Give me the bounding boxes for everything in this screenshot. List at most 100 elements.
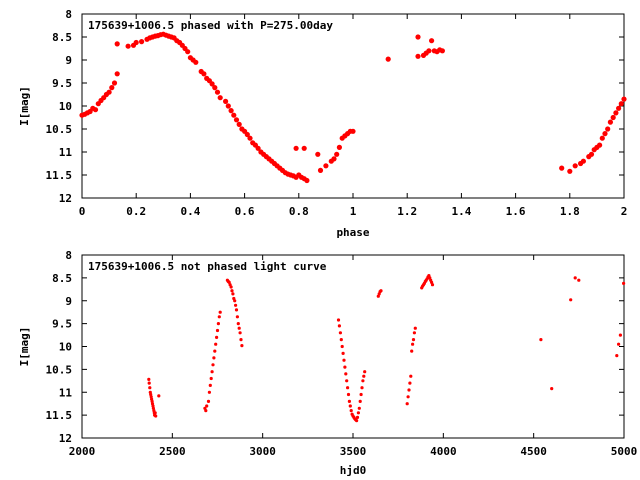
chart1-data-point bbox=[244, 131, 250, 138]
chart2-data-point bbox=[208, 383, 212, 387]
chart1-data-point bbox=[233, 117, 240, 123]
chart1-data-point bbox=[602, 131, 608, 137]
chart1-y-tick-label: 10 bbox=[59, 100, 72, 113]
chart2-y-tick-label: 10 bbox=[59, 341, 72, 354]
chart1-data-point bbox=[350, 128, 356, 134]
chart1-x-tick-label: 0.8 bbox=[289, 205, 309, 218]
chart2-data-point bbox=[240, 344, 244, 348]
chart2-data-point bbox=[349, 409, 353, 413]
chart1-data-point bbox=[323, 163, 329, 169]
chart2-data-point bbox=[229, 285, 233, 289]
chart2-data-point bbox=[622, 281, 626, 285]
chart2-data-point bbox=[346, 386, 350, 390]
chart1-x-axis-label: phase bbox=[336, 226, 369, 239]
chart2-data-point bbox=[617, 342, 621, 346]
chart1-data-point bbox=[228, 108, 234, 114]
chart2-data-point bbox=[343, 365, 347, 369]
chart2-data-point bbox=[345, 379, 349, 383]
chart1-data-point bbox=[336, 144, 342, 150]
chart1-y-tick-label: 11.5 bbox=[46, 169, 73, 182]
chart2-data-point bbox=[363, 370, 367, 374]
chart1-data-point bbox=[301, 145, 307, 151]
chart1-data-point bbox=[201, 71, 207, 77]
chart1-data-point bbox=[92, 107, 99, 113]
chart1-y-tick-label: 9 bbox=[65, 54, 72, 67]
chart2-data-point bbox=[209, 376, 213, 381]
chart2-data-point bbox=[539, 338, 543, 342]
chart2-title: 175639+1006.5 not phased light curve bbox=[88, 260, 327, 273]
chart2-data-point bbox=[408, 381, 412, 385]
chart1-y-tick-label: 10.5 bbox=[46, 123, 73, 136]
chart2-data-point bbox=[336, 318, 341, 322]
chart2-data-point bbox=[230, 289, 234, 293]
chart2-x-axis-label: hjd0 bbox=[340, 464, 367, 477]
chart2-data-point bbox=[361, 379, 365, 383]
chart1-data-point bbox=[225, 103, 231, 109]
chart1-data-point bbox=[572, 163, 578, 169]
chart2-data-point bbox=[344, 372, 348, 376]
chart1-y-tick-label: 9.5 bbox=[52, 77, 72, 90]
chart2-data-point bbox=[362, 374, 366, 378]
chart2-data-point bbox=[236, 322, 240, 326]
chart2-data-point bbox=[211, 363, 215, 367]
chart2-data-point bbox=[239, 338, 243, 342]
chart2-data-point bbox=[215, 335, 219, 339]
chart2-data-point bbox=[407, 388, 411, 392]
chart2-data-point bbox=[359, 392, 363, 397]
chart2-data-point bbox=[147, 377, 151, 381]
chart1-data-point bbox=[125, 43, 131, 49]
chart2-data-point bbox=[411, 338, 416, 342]
chart1-data-point bbox=[293, 145, 299, 151]
chart1-x-tick-label: 0.2 bbox=[126, 205, 146, 218]
chart2-data-point bbox=[346, 392, 351, 397]
chart1-x-tick-label: 0.6 bbox=[235, 205, 255, 218]
chart2-data-point bbox=[218, 310, 222, 314]
chart1-data-point bbox=[415, 34, 421, 40]
chart2-y-tick-label: 12 bbox=[59, 432, 72, 445]
chart2-data-point bbox=[577, 278, 581, 282]
chart1-data-point bbox=[439, 48, 445, 54]
chart1-y-tick-label: 8 bbox=[65, 8, 72, 21]
chart2-x-tick-label: 4000 bbox=[430, 445, 457, 458]
chart2-data-point bbox=[340, 344, 344, 349]
chart1-data-point bbox=[331, 156, 337, 162]
chart2-data-point bbox=[338, 331, 342, 335]
chart2-data-point bbox=[212, 356, 216, 360]
chart2-data-point bbox=[355, 419, 359, 423]
chart1-data-point bbox=[111, 80, 118, 86]
chart2-data-point bbox=[213, 349, 217, 353]
chart1-data-point bbox=[610, 114, 616, 121]
chart2-data-point bbox=[210, 370, 214, 374]
chart2-data-point bbox=[238, 331, 242, 335]
chart2-data-point bbox=[153, 411, 157, 415]
chart2-y-axis-label: I[mag] bbox=[18, 327, 31, 367]
chart2-y-tick-label: 8.5 bbox=[52, 272, 72, 285]
chart2-data-point bbox=[358, 399, 362, 403]
chart2-data-point bbox=[379, 289, 383, 293]
chart2-data-point bbox=[406, 395, 410, 399]
chart2-data-point bbox=[205, 404, 209, 408]
chart1-x-tick-label: 1 bbox=[350, 205, 357, 218]
chart2-data-point bbox=[357, 406, 361, 410]
chart2-x-tick-label: 4500 bbox=[520, 445, 547, 458]
chart1-data-point bbox=[209, 81, 215, 87]
chart1-data-point bbox=[114, 71, 120, 77]
chart1-data-point bbox=[217, 95, 223, 101]
chart1-data-point bbox=[223, 98, 229, 104]
chart1-data-point bbox=[193, 59, 199, 65]
chart2-data-point bbox=[234, 303, 238, 307]
chart2-y-tick-label: 9 bbox=[65, 295, 72, 308]
chart1-data-point bbox=[255, 145, 261, 151]
chart1-data-point bbox=[613, 110, 619, 116]
chart2-data-point bbox=[216, 322, 220, 326]
chart1-data-point bbox=[185, 49, 191, 55]
chart2-y-tick-label: 10.5 bbox=[46, 363, 73, 376]
chart2-plot-frame bbox=[81, 254, 625, 439]
chart2-data-point bbox=[409, 374, 413, 378]
chart1-data-point bbox=[334, 151, 340, 157]
chart2-data-point bbox=[550, 387, 554, 391]
chart2-x-tick-label: 5000 bbox=[611, 445, 638, 458]
chart2-data-point bbox=[237, 326, 241, 330]
chart2-data-point bbox=[348, 404, 352, 408]
chart2-data-point bbox=[342, 358, 346, 362]
